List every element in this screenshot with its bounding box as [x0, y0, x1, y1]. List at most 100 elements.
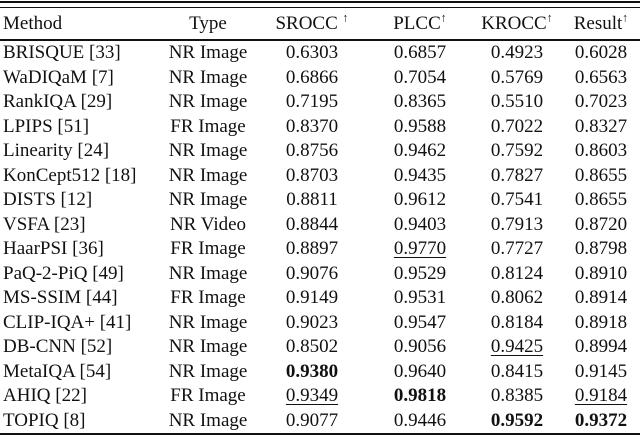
type-cell: NR Image [168, 91, 248, 112]
krocc-cell: 0.5510 [490, 91, 544, 112]
plcc-cell: 0.9588 [393, 115, 447, 137]
type-cell: FR Image [170, 287, 246, 308]
plcc-cell: 0.6857 [393, 42, 447, 63]
result-cell: 0.8918 [574, 311, 628, 333]
type-cell: FR Image [170, 238, 246, 259]
result-cell: 0.6028 [574, 42, 628, 63]
method-cell: MS-SSIM [44] [3, 287, 118, 308]
col-header-plcc: PLCC↑ [368, 8, 472, 41]
krocc-cell: 0.7727 [490, 238, 544, 259]
table-row: HaarPSI [36] FR Image 0.8897 0.9770 0.7727 0.… [0, 237, 640, 262]
plcc-cell: 0.9531 [393, 287, 447, 308]
col-header-label: SROCC [275, 12, 343, 34]
col-header-label: Type [189, 12, 227, 34]
col-header-srocc: SROCC ↑ [256, 8, 368, 41]
col-header-label: KROCC [481, 12, 547, 34]
srocc-cell: 0.6866 [285, 66, 339, 88]
type-cell: NR Image [168, 42, 248, 63]
table-row: AHIQ [22] FR Image 0.9349 0.9818 0.8385 0.918… [0, 384, 640, 409]
result-cell: 0.8655 [574, 164, 628, 186]
up-arrow-icon: ↑ [622, 10, 629, 25]
result-cell: 0.9184 [574, 385, 628, 406]
plcc-cell: 0.9529 [393, 262, 447, 284]
table-row: DB-CNN [52] NR Image 0.8502 0.9056 0.9425 0.8… [0, 335, 640, 360]
plcc-cell: 0.9818 [393, 385, 447, 406]
plcc-cell: 0.9462 [393, 140, 447, 161]
results-table: Method Type SROCC ↑ PLCC↑ KROCC↑ Result↑… [0, 8, 640, 433]
plcc-cell: 0.9547 [393, 311, 447, 333]
krocc-cell: 0.8184 [490, 311, 544, 333]
table-row: MetaIQA [54] NR Image 0.9380 0.9640 0.8415 0.… [0, 360, 640, 385]
table-row: WaDIQaM [7] NR Image 0.6866 0.7054 0.5769 0.6… [0, 66, 640, 91]
table-row: CLIP-IQA+ [41] NR Image 0.9023 0.9547 0.8184… [0, 311, 640, 336]
srocc-cell: 0.9349 [285, 385, 339, 406]
srocc-cell: 0.8897 [285, 238, 339, 259]
srocc-cell: 0.8844 [285, 213, 339, 235]
col-header-krocc: KROCC↑ [472, 8, 562, 41]
plcc-cell: 0.9612 [393, 189, 447, 210]
table-row: LPIPS [51] FR Image 0.8370 0.9588 0.7022 0.83… [0, 115, 640, 140]
krocc-cell: 0.7913 [490, 213, 544, 235]
result-cell: 0.8603 [574, 140, 628, 161]
result-cell: 0.6563 [574, 66, 628, 88]
result-cell: 0.8720 [574, 213, 628, 235]
krocc-cell: 0.7022 [490, 115, 544, 137]
table-body: BRISQUE [33] NR Image 0.6303 0.6857 0.4923 0.… [0, 40, 640, 433]
krocc-cell: 0.8124 [490, 262, 544, 284]
method-cell: MetaIQA [54] [3, 360, 112, 382]
plcc-cell: 0.9640 [393, 360, 447, 382]
krocc-cell: 0.8415 [490, 360, 544, 382]
table-row: BRISQUE [33] NR Image 0.6303 0.6857 0.4923 0.… [0, 40, 640, 66]
method-cell: CLIP-IQA+ [41] [3, 311, 132, 333]
type-cell: NR Image [168, 189, 248, 210]
type-cell: NR Image [168, 336, 248, 357]
type-cell: FR Image [170, 115, 246, 137]
srocc-cell: 0.8756 [285, 140, 339, 161]
method-cell: DISTS [12] [3, 189, 93, 210]
srocc-cell: 0.9149 [285, 287, 339, 308]
col-header-label: Method [3, 12, 63, 34]
top-rule-outer [0, 1, 640, 3]
type-cell: NR Image [168, 140, 248, 161]
col-header-label: Result [573, 12, 623, 34]
krocc-cell: 0.7827 [490, 164, 544, 186]
method-cell: Linearity [24] [3, 140, 110, 161]
method-cell: TOPIQ [8] [3, 409, 86, 431]
srocc-cell: 0.9380 [285, 360, 339, 382]
table-row: RankIQA [29] NR Image 0.7195 0.8365 0.5510 0.… [0, 90, 640, 115]
krocc-cell: 0.5769 [490, 66, 544, 88]
result-cell: 0.8655 [574, 189, 628, 210]
srocc-cell: 0.8502 [285, 336, 339, 357]
srocc-cell: 0.6303 [285, 42, 339, 63]
srocc-cell: 0.8811 [286, 189, 338, 210]
up-arrow-icon: ↑ [342, 10, 349, 25]
method-cell: PaQ-2-PiQ [49] [3, 262, 124, 284]
bottom-rule [0, 433, 640, 435]
type-cell: NR Image [168, 311, 248, 333]
table-row: VSFA [23] NR Video 0.8844 0.9403 0.7913 0.872… [0, 213, 640, 238]
result-cell: 0.8910 [574, 262, 628, 284]
table-row: Linearity [24] NR Image 0.8756 0.9462 0.7592… [0, 139, 640, 164]
plcc-cell: 0.8365 [393, 91, 447, 112]
up-arrow-icon: ↑ [546, 10, 553, 25]
col-header-result: Result↑ [562, 8, 640, 41]
col-header-type: Type [160, 8, 256, 41]
table-row: TOPIQ [8] NR Image 0.9077 0.9446 0.9592 0.937… [0, 409, 640, 434]
table-row: MS-SSIM [44] FR Image 0.9149 0.9531 0.8062 0.… [0, 286, 640, 311]
result-cell: 0.9372 [574, 409, 628, 431]
table-row: KonCept512 [18] NR Image 0.8703 0.9435 0.782… [0, 164, 640, 189]
result-cell: 0.8798 [574, 238, 628, 259]
krocc-cell: 0.8062 [490, 287, 544, 308]
plcc-cell: 0.9056 [393, 336, 447, 357]
type-cell: NR Image [168, 360, 248, 382]
method-cell: DB-CNN [52] [3, 336, 113, 357]
krocc-cell: 0.7592 [490, 140, 544, 161]
plcc-cell: 0.7054 [393, 66, 447, 88]
plcc-cell: 0.9446 [393, 409, 447, 431]
result-cell: 0.8327 [574, 115, 628, 137]
method-cell: VSFA [23] [3, 213, 86, 235]
srocc-cell: 0.9023 [285, 311, 339, 333]
result-cell: 0.8914 [574, 287, 628, 308]
result-cell: 0.9145 [574, 360, 628, 382]
